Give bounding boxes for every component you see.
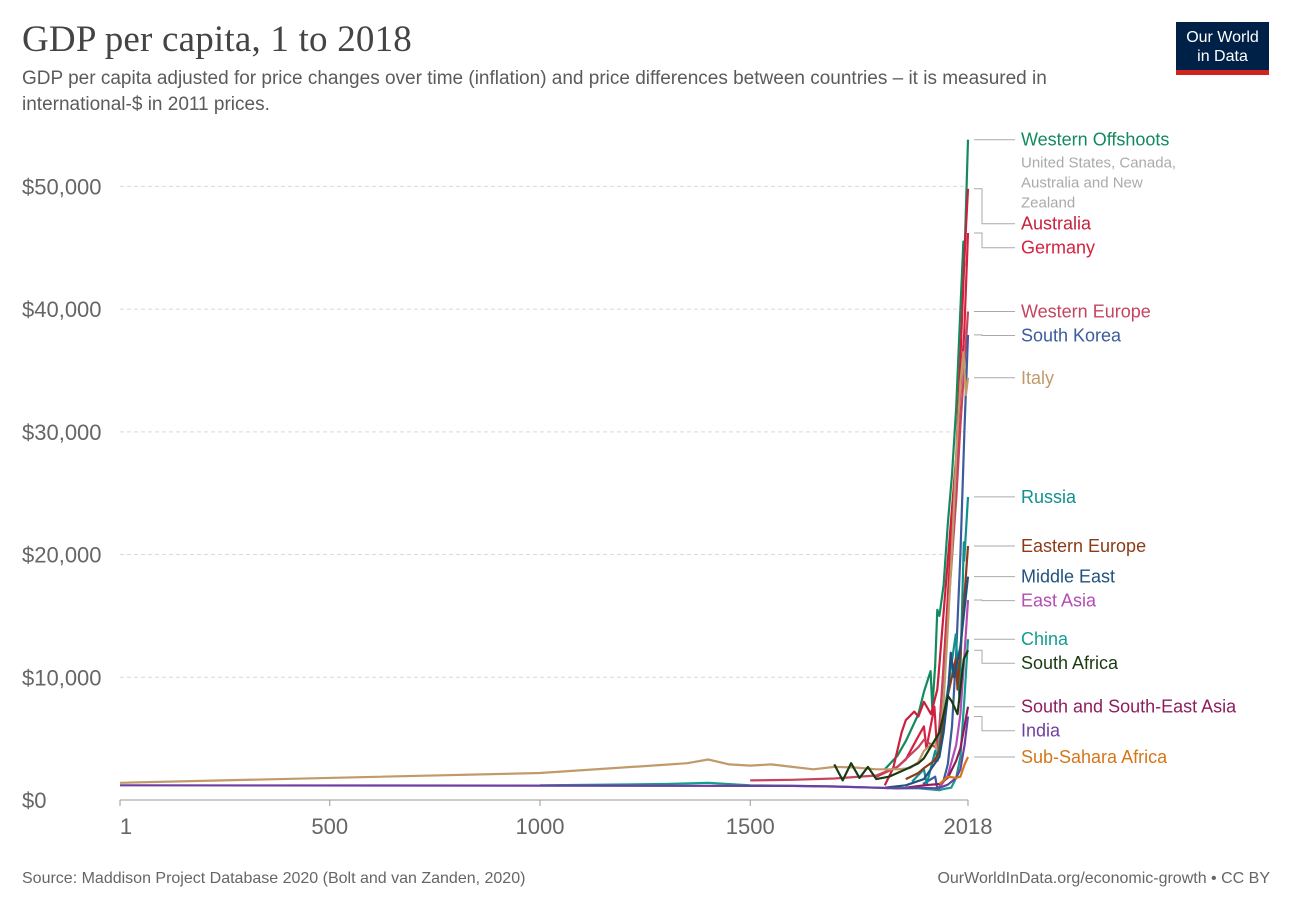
x-tick-label: 500 <box>311 814 348 839</box>
series-label-western-europe[interactable]: Western Europe <box>1021 302 1151 322</box>
y-tick-label: $20,000 <box>22 543 102 568</box>
grid-lines <box>120 185 968 678</box>
series-label-south-korea[interactable]: South Korea <box>1021 326 1122 346</box>
label-leader-germany <box>974 232 1015 249</box>
series-label-south-africa[interactable]: South Africa <box>1021 653 1119 673</box>
logo-line-2: in Data <box>1197 48 1248 65</box>
y-tick-label: $50,000 <box>22 174 102 199</box>
series-label-russia[interactable]: Russia <box>1021 487 1077 507</box>
series-line-middle-east <box>884 576 970 789</box>
series-label-sub-sahara-africa[interactable]: Sub-Sahara Africa <box>1021 747 1168 767</box>
y-tick-label: $10,000 <box>22 665 102 690</box>
x-axis: 1 500 1000 1500 2018 <box>119 799 993 839</box>
source-note: Source: Maddison Project Database 2020 (… <box>22 870 526 887</box>
label-leader-south-korea <box>974 334 1015 336</box>
x-tick-label: 2018 <box>944 814 993 839</box>
chart-title: GDP per capita, 1 to 2018 <box>22 19 412 60</box>
series-note-line: Zealand <box>1021 195 1075 212</box>
series-line-western-offshoots <box>883 139 970 771</box>
series-line-western-europe <box>750 311 970 782</box>
series-label-india[interactable]: India <box>1021 721 1061 741</box>
series-line-china <box>539 639 970 792</box>
chart-subtitle: GDP per capita adjusted for price change… <box>22 68 1047 115</box>
y-axis-ticks: $0 $10,000 $20,000 $30,000 $40,000 $50,000 <box>22 174 102 813</box>
y-tick-label: $40,000 <box>22 297 102 322</box>
x-tick-label: 1 <box>120 814 132 839</box>
series-label-eastern-europe[interactable]: Eastern Europe <box>1021 536 1146 556</box>
series-label-middle-east[interactable]: Middle East <box>1021 567 1115 587</box>
label-leader-east-asia <box>974 599 1015 602</box>
series-label-east-asia[interactable]: East Asia <box>1021 591 1097 611</box>
label-leader-south-africa <box>974 649 1015 664</box>
series-label-western-offshoots[interactable]: Western Offshoots <box>1021 130 1169 150</box>
x-tick-label: 1500 <box>726 814 775 839</box>
series-label-china[interactable]: China <box>1021 629 1069 649</box>
series-line-south-africa <box>833 649 969 782</box>
series-line-india <box>119 716 970 790</box>
series-note-line: Australia and New <box>1021 175 1143 192</box>
x-tick-label: 1000 <box>516 814 565 839</box>
y-tick-label: $0 <box>22 788 46 813</box>
source-link[interactable]: OurWorldInData.org/economic-growth • CC … <box>937 870 1270 887</box>
series-label-germany[interactable]: Germany <box>1021 238 1095 258</box>
series-label-italy[interactable]: Italy <box>1021 368 1054 388</box>
series-lines <box>119 139 970 792</box>
series-label-australia[interactable]: Australia <box>1021 214 1092 234</box>
series-note-line: United States, Canada, <box>1021 155 1176 172</box>
series-line-italy <box>119 350 970 784</box>
logo-line-1: Our World <box>1186 29 1259 46</box>
owid-logo[interactable]: Our World in Data <box>1176 22 1269 75</box>
series-line-sub-sahara-africa <box>938 756 969 785</box>
series-labels[interactable]: Western Offshoots United States, Canada, A… <box>974 130 1237 767</box>
label-leader-australia <box>974 188 1015 225</box>
series-label-south-and-south-east-asia[interactable]: South and South-East Asia <box>1021 697 1237 717</box>
label-leader-india <box>974 716 1015 732</box>
y-tick-label: $30,000 <box>22 420 102 445</box>
